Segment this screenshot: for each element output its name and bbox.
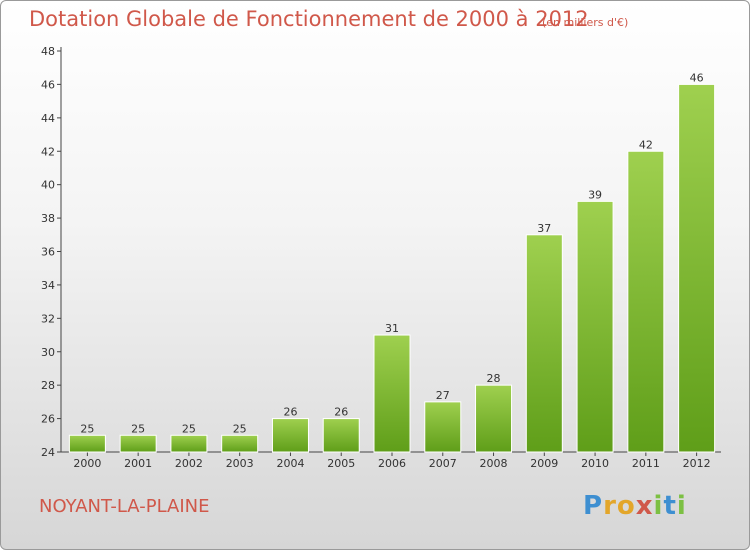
y-tick-label: 36 (41, 246, 55, 259)
x-tick-label: 2000 (73, 457, 101, 470)
x-tick-label: 2010 (581, 457, 609, 470)
bar-value-label: 25 (233, 422, 247, 435)
bar-value-label: 25 (182, 422, 196, 435)
x-tick-label: 2007 (429, 457, 457, 470)
bar-value-label: 27 (436, 389, 450, 402)
x-tick-label: 2001 (124, 457, 152, 470)
bar (271, 418, 309, 453)
bar-value-label: 26 (283, 406, 297, 419)
bar (525, 234, 563, 453)
bar-value-label: 42 (639, 138, 653, 151)
y-tick-label: 34 (41, 279, 55, 292)
y-tick-label: 46 (41, 78, 55, 91)
bar-value-label: 26 (334, 406, 348, 419)
bar-value-label: 25 (131, 422, 145, 435)
x-tick-label: 2003 (226, 457, 254, 470)
bar-value-label: 25 (80, 422, 94, 435)
bar (678, 83, 716, 453)
chart-subtitle: (en milliers d'€) (542, 16, 629, 29)
bar-value-label: 39 (588, 188, 602, 201)
y-tick-label: 38 (41, 212, 55, 225)
bar (322, 418, 360, 453)
bar (627, 150, 665, 453)
bar-value-label: 28 (487, 372, 501, 385)
x-tick-label: 2005 (327, 457, 355, 470)
y-tick-label: 30 (41, 346, 55, 359)
bar (475, 384, 513, 453)
commune-name: NOYANT-LA-PLAINE (39, 496, 210, 517)
bar (424, 401, 462, 453)
chart-title: Dotation Globale de Fonctionnement de 20… (29, 7, 589, 31)
bar (221, 434, 259, 453)
y-tick-label: 26 (41, 413, 55, 426)
bar (576, 200, 614, 453)
bar-value-label: 37 (537, 222, 551, 235)
y-tick-label: 24 (41, 446, 55, 459)
y-tick-label: 48 (41, 45, 55, 58)
proxiti-logo: Proxiti (583, 491, 687, 521)
bar (68, 434, 106, 453)
x-tick-label: 2011 (632, 457, 660, 470)
x-tick-label: 2009 (530, 457, 558, 470)
bar (373, 334, 411, 453)
y-tick-label: 42 (41, 145, 55, 158)
y-tick-label: 32 (41, 312, 55, 325)
bar (170, 434, 208, 453)
x-tick-label: 2006 (378, 457, 406, 470)
x-tick-label: 2012 (683, 457, 711, 470)
x-tick-label: 2002 (175, 457, 203, 470)
x-tick-label: 2008 (480, 457, 508, 470)
bar (119, 434, 157, 453)
bar-value-label: 46 (690, 71, 704, 84)
x-tick-label: 2004 (276, 457, 304, 470)
y-tick-label: 44 (41, 112, 55, 125)
y-tick-label: 40 (41, 179, 55, 192)
bar-value-label: 31 (385, 322, 399, 335)
y-tick-label: 28 (41, 379, 55, 392)
